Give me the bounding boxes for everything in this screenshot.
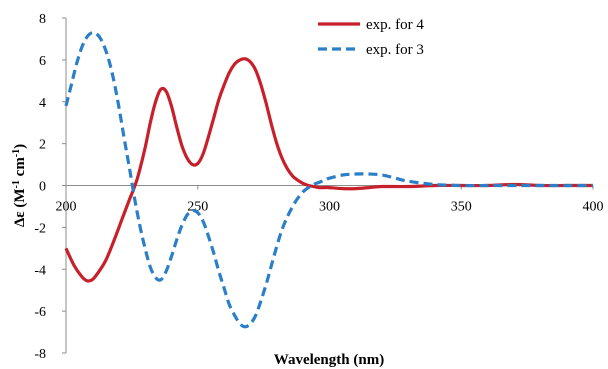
series-line-2 — [64, 31, 593, 329]
x-axis-title: Wavelength (nm) — [274, 352, 384, 368]
axes: -8 -6 -4 -2 0 2 4 6 8 200 250 300 350 400 — [34, 12, 603, 362]
y-tick-label: -2 — [34, 221, 46, 236]
x-tick-label: 350 — [451, 200, 472, 215]
y-tick-label: 6 — [39, 54, 46, 69]
y-axis-label: Δε (M-1 cm-1) — [11, 144, 29, 227]
legend-label-2: exp. for 3 — [366, 42, 424, 58]
legend-label-1: exp. for 4 — [366, 17, 424, 33]
y-tick-label: -4 — [34, 263, 46, 278]
legend: exp. for 4 exp. for 3 — [318, 17, 424, 58]
y-axis-title: Δε (M-1 cm-1) — [11, 144, 29, 227]
x-tick-label: 250 — [187, 200, 208, 215]
series-line-1 — [64, 57, 593, 283]
x-tick-label: 300 — [319, 200, 340, 215]
y-tick-label: -8 — [34, 347, 46, 362]
x-tick-label: 200 — [56, 200, 77, 215]
y-tick-label: 2 — [39, 138, 46, 153]
y-tick-label: -6 — [34, 305, 46, 320]
series-layer — [64, 31, 593, 329]
x-tick-label: 400 — [583, 200, 604, 215]
y-tick-label: 0 — [39, 180, 46, 195]
y-tick-label: 8 — [39, 12, 46, 27]
y-tick-label: 4 — [39, 96, 46, 111]
